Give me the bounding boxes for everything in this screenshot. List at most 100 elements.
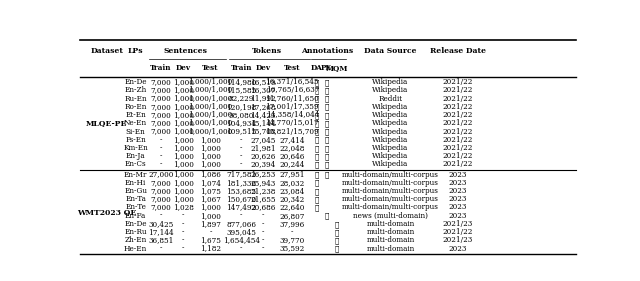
Text: Wikipedia: Wikipedia: [372, 119, 408, 127]
Text: 1,675: 1,675: [200, 236, 221, 244]
Text: ✓: ✓: [335, 236, 339, 244]
Text: 1,000: 1,000: [173, 136, 194, 144]
Text: 1,000: 1,000: [173, 119, 194, 127]
Text: 35,592: 35,592: [280, 244, 305, 253]
Text: 17,268: 17,268: [250, 103, 276, 111]
Text: 21,655: 21,655: [250, 195, 276, 203]
Text: 2021/22: 2021/22: [443, 87, 473, 94]
Text: ✓: ✓: [324, 103, 329, 111]
Text: ✓: ✓: [324, 95, 329, 103]
Text: 15,821/15,709: 15,821/15,709: [266, 128, 319, 135]
Text: Train: Train: [230, 64, 252, 72]
Text: multi-domain: multi-domain: [366, 220, 415, 228]
Text: ✓: ✓: [315, 144, 319, 152]
Text: 1,182: 1,182: [200, 244, 221, 253]
Text: multi-domain/multi-corpus: multi-domain/multi-corpus: [342, 195, 439, 203]
Text: Sentences: Sentences: [164, 47, 207, 55]
Text: 2021/22: 2021/22: [443, 95, 473, 103]
Text: 26,807: 26,807: [280, 212, 305, 220]
Text: 1,000/1,000: 1,000/1,000: [188, 128, 232, 135]
Text: 2023: 2023: [449, 187, 467, 195]
Text: 11,760/11,650: 11,760/11,650: [266, 95, 319, 103]
Text: -: -: [159, 244, 162, 253]
Text: ✓: ✓: [335, 228, 339, 236]
Text: Wikipedia: Wikipedia: [372, 152, 408, 160]
Text: 1,075: 1,075: [200, 187, 221, 195]
Text: 14,358/14,044: 14,358/14,044: [266, 111, 319, 119]
Text: En-De: En-De: [124, 220, 147, 228]
Text: Wikipedia: Wikipedia: [372, 103, 408, 111]
Text: ✓: ✓: [315, 187, 319, 195]
Text: ✓: ✓: [324, 78, 329, 86]
Text: -: -: [240, 160, 243, 168]
Text: 2021/23: 2021/23: [443, 220, 473, 228]
Text: ✓: ✓: [335, 220, 339, 228]
Text: -: -: [182, 212, 184, 220]
Text: 14,423: 14,423: [250, 111, 276, 119]
Text: 2023: 2023: [449, 212, 467, 220]
Text: -: -: [240, 152, 243, 160]
Text: -: -: [240, 136, 243, 144]
Text: 1,000: 1,000: [173, 95, 194, 103]
Text: Reddit: Reddit: [378, 95, 403, 103]
Text: 7,000: 7,000: [150, 95, 172, 103]
Text: 2023: 2023: [449, 195, 467, 203]
Text: 14,770/15,017: 14,770/15,017: [266, 119, 319, 127]
Text: ✓: ✓: [324, 171, 329, 179]
Text: WMT2023 QE: WMT2023 QE: [77, 208, 136, 216]
Text: 20,626: 20,626: [250, 152, 276, 160]
Text: Wikipedia: Wikipedia: [372, 78, 408, 86]
Text: 1,897: 1,897: [200, 220, 221, 228]
Text: multi-domain: multi-domain: [366, 244, 415, 253]
Text: ✓: ✓: [324, 136, 329, 144]
Text: Zh-En: Zh-En: [124, 236, 147, 244]
Text: 181,336: 181,336: [226, 179, 256, 187]
Text: 1,086: 1,086: [200, 171, 221, 179]
Text: Dev: Dev: [175, 64, 191, 72]
Text: 20,342: 20,342: [280, 195, 305, 203]
Text: LPs: LPs: [128, 47, 143, 55]
Text: 2021/22: 2021/22: [443, 78, 473, 86]
Text: 1,000: 1,000: [173, 152, 194, 160]
Text: 7,000: 7,000: [150, 78, 172, 86]
Text: 1,000: 1,000: [200, 136, 221, 144]
Text: MQM: MQM: [326, 64, 348, 72]
Text: 1,000/1,000: 1,000/1,000: [188, 103, 232, 111]
Text: -: -: [182, 228, 184, 236]
Text: 16,519: 16,519: [250, 78, 276, 86]
Text: 1,000: 1,000: [173, 78, 194, 86]
Text: multi-domain/multi-corpus: multi-domain/multi-corpus: [342, 203, 439, 212]
Text: 30,425: 30,425: [148, 220, 173, 228]
Text: ✓: ✓: [315, 171, 319, 179]
Text: ✓: ✓: [315, 136, 319, 144]
Text: 153,685: 153,685: [226, 187, 256, 195]
Text: 7,000: 7,000: [150, 179, 172, 187]
Text: Wikipedia: Wikipedia: [372, 136, 408, 144]
Text: En-De: En-De: [124, 78, 147, 86]
Text: Wikipedia: Wikipedia: [372, 87, 408, 94]
Text: 2021/22: 2021/22: [443, 136, 473, 144]
Text: 717,581: 717,581: [226, 171, 257, 179]
Text: 1,000: 1,000: [173, 128, 194, 135]
Text: 39,770: 39,770: [280, 236, 305, 244]
Text: ✓: ✓: [315, 119, 319, 127]
Text: ✓: ✓: [315, 111, 319, 119]
Text: En-Ru: En-Ru: [124, 228, 147, 236]
Text: 1,028: 1,028: [173, 203, 194, 212]
Text: 1,000/1,000: 1,000/1,000: [188, 78, 232, 86]
Text: -: -: [159, 212, 162, 220]
Text: multi-domain: multi-domain: [366, 228, 415, 236]
Text: Ps-En: Ps-En: [125, 136, 146, 144]
Text: 98,080: 98,080: [228, 111, 254, 119]
Text: En-Gu: En-Gu: [124, 187, 147, 195]
Text: Wikipedia: Wikipedia: [372, 144, 408, 152]
Text: 1,000: 1,000: [173, 144, 194, 152]
Text: 17,144: 17,144: [148, 228, 173, 236]
Text: 1,000: 1,000: [200, 152, 221, 160]
Text: multi-domain/multi-corpus: multi-domain/multi-corpus: [342, 179, 439, 187]
Text: ✓: ✓: [324, 87, 329, 94]
Text: 7,000: 7,000: [150, 87, 172, 94]
Text: En-Fa: En-Fa: [125, 212, 146, 220]
Text: En-Te: En-Te: [125, 203, 146, 212]
Text: Train: Train: [150, 64, 172, 72]
